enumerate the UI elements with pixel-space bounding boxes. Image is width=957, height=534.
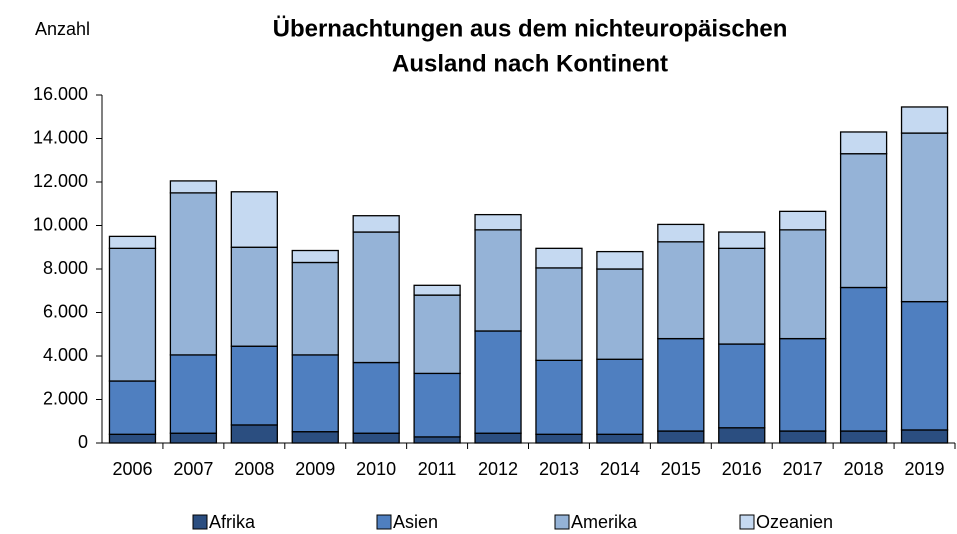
bar-segment bbox=[718, 247, 766, 345]
bar-segment bbox=[535, 359, 583, 435]
x-tick-label: 2010 bbox=[356, 459, 396, 479]
bar-segment bbox=[352, 231, 400, 364]
y-tick-label: 2.000 bbox=[43, 388, 88, 408]
bar-segment bbox=[413, 372, 461, 438]
bar-segment bbox=[352, 215, 400, 233]
bar-segment bbox=[839, 131, 888, 155]
chart-title: Ausland nach Kontinent bbox=[392, 50, 668, 77]
bar-segment bbox=[900, 132, 949, 303]
bar-segment bbox=[900, 106, 949, 134]
bar-segment bbox=[413, 294, 461, 375]
bar-segment bbox=[230, 345, 278, 426]
legend-swatch bbox=[192, 514, 208, 530]
bar-segment bbox=[108, 247, 157, 382]
bar-segment bbox=[108, 380, 157, 435]
bar-segment bbox=[779, 210, 827, 231]
x-tick-label: 2017 bbox=[783, 459, 823, 479]
bar-segment bbox=[839, 153, 888, 289]
bar-segment bbox=[900, 300, 949, 431]
bar-segment bbox=[230, 424, 278, 444]
bar-segment bbox=[779, 337, 827, 432]
bar-segment bbox=[474, 330, 522, 434]
bar-segment bbox=[291, 431, 339, 444]
bar-segment bbox=[291, 354, 339, 433]
bar-segment bbox=[839, 430, 888, 444]
bar-segment bbox=[657, 337, 705, 432]
legend-swatch bbox=[554, 514, 570, 530]
y-axis-label: Anzahl bbox=[35, 19, 90, 39]
legend-swatch bbox=[376, 514, 392, 530]
bar-segment bbox=[535, 433, 583, 444]
bar-segment bbox=[596, 268, 644, 360]
bar-segment bbox=[352, 432, 400, 444]
y-tick-label: 6.000 bbox=[43, 301, 88, 321]
bar-segment bbox=[108, 235, 157, 249]
bar-segment bbox=[779, 229, 827, 340]
bar-segment bbox=[900, 429, 949, 444]
bar-segment bbox=[839, 286, 888, 432]
bar-segment bbox=[657, 223, 705, 243]
bar-segment bbox=[596, 433, 644, 444]
x-tick-label: 2012 bbox=[478, 459, 518, 479]
x-tick-label: 2019 bbox=[905, 459, 945, 479]
bar-segment bbox=[718, 231, 766, 249]
x-tick-label: 2018 bbox=[844, 459, 884, 479]
x-tick-label: 2006 bbox=[112, 459, 152, 479]
bar-segment bbox=[169, 180, 218, 194]
chart-title: Übernachtungen aus dem nichteuropäischen bbox=[273, 15, 788, 42]
bar-segment bbox=[169, 354, 218, 434]
legend-label: Afrika bbox=[209, 512, 256, 532]
y-tick-label: 16.000 bbox=[33, 84, 88, 104]
bar-segment bbox=[413, 284, 461, 296]
legend-label: Amerika bbox=[571, 512, 638, 532]
legend-swatch bbox=[739, 514, 755, 530]
y-tick-label: 14.000 bbox=[33, 127, 88, 147]
y-tick-label: 10.000 bbox=[33, 214, 88, 234]
bar-segment bbox=[474, 213, 522, 231]
bar-segment bbox=[474, 229, 522, 332]
bar-segment bbox=[535, 267, 583, 362]
bar-segment bbox=[718, 427, 766, 444]
y-tick-label: 0 bbox=[78, 432, 88, 452]
bar-segment bbox=[230, 246, 278, 347]
legend-label: Asien bbox=[393, 512, 438, 532]
bar-segment bbox=[169, 192, 218, 356]
bar-segment bbox=[474, 432, 522, 444]
bar-segment bbox=[169, 432, 218, 444]
y-tick-label: 12.000 bbox=[33, 171, 88, 191]
x-tick-label: 2015 bbox=[661, 459, 701, 479]
bar-segment bbox=[596, 358, 644, 435]
bar-segment bbox=[230, 191, 278, 248]
bar-segment bbox=[535, 247, 583, 269]
bar-segment bbox=[657, 430, 705, 444]
x-tick-label: 2014 bbox=[600, 459, 640, 479]
bar-segment bbox=[291, 249, 339, 264]
x-tick-label: 2009 bbox=[295, 459, 335, 479]
y-tick-label: 8.000 bbox=[43, 258, 88, 278]
bar-segment bbox=[291, 261, 339, 356]
bar-segment bbox=[657, 241, 705, 340]
x-tick-label: 2016 bbox=[722, 459, 762, 479]
x-tick-label: 2008 bbox=[234, 459, 274, 479]
y-tick-label: 4.000 bbox=[43, 345, 88, 365]
bar-segment bbox=[352, 361, 400, 434]
bar-segment bbox=[108, 433, 157, 444]
bar-segment bbox=[413, 436, 461, 444]
bar-segment bbox=[779, 430, 827, 444]
legend-label: Ozeanien bbox=[756, 512, 833, 532]
x-tick-label: 2013 bbox=[539, 459, 579, 479]
bar-segment bbox=[718, 343, 766, 429]
x-tick-label: 2011 bbox=[418, 459, 457, 479]
bar-segment bbox=[596, 250, 644, 270]
x-tick-label: 2007 bbox=[173, 459, 213, 479]
